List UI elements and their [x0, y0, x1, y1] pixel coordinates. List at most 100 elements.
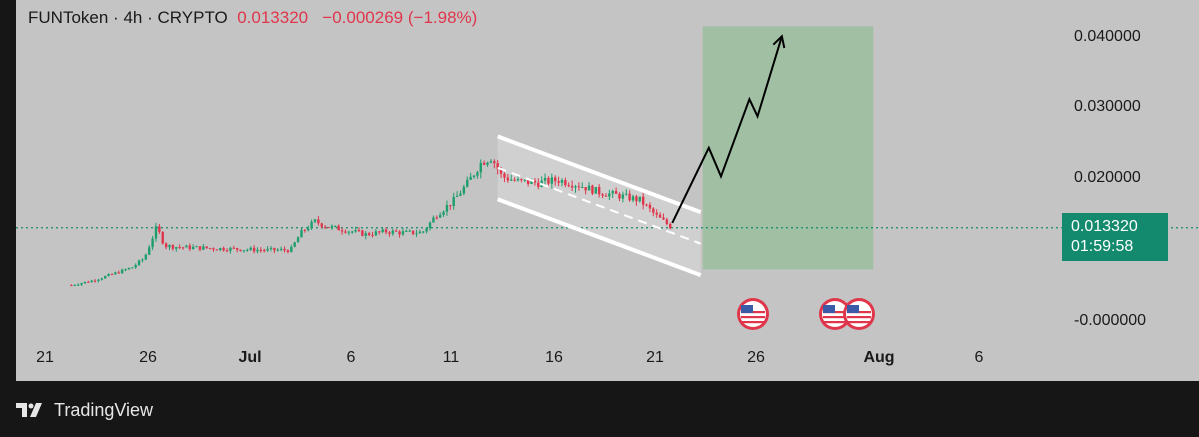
symbol-name[interactable]: FUNToken: [28, 8, 109, 27]
y-tick-label: 0.030000: [1074, 98, 1141, 115]
candle-body: [286, 250, 290, 253]
channel-upper-line: [496, 134, 702, 215]
candle-body: [114, 272, 117, 275]
interval-label[interactable]: 4h: [123, 8, 143, 27]
candle-body: [411, 230, 415, 235]
candle-body: [357, 230, 361, 232]
projection-arrowhead: [772, 34, 786, 49]
candle-body: [628, 193, 631, 201]
candle-body: [438, 214, 442, 218]
candle-body: [97, 279, 100, 281]
candle-body: [455, 195, 459, 197]
candle-body: [479, 162, 482, 173]
candle-body: [120, 269, 124, 274]
candle-body: [394, 230, 398, 232]
price-chart[interactable]: [16, 0, 1199, 381]
candle-body: [584, 187, 587, 191]
candle-body: [137, 260, 141, 265]
candle-body: [76, 284, 80, 286]
candle-body: [303, 229, 307, 231]
candle-body: [181, 247, 185, 249]
x-tick-label: 26: [747, 349, 765, 366]
candle-body: [158, 226, 161, 233]
x-tick-label: 16: [545, 349, 563, 366]
candle-body: [662, 217, 665, 220]
candle-body: [310, 221, 313, 229]
price-tag-countdown: 01:59:58: [1071, 238, 1134, 255]
symbol-header: FUNToken · 4h · CRYPTO 0.013320 −0.00026…: [28, 8, 477, 28]
x-tick-label: 6: [346, 349, 356, 366]
candle-body: [141, 259, 144, 261]
candle-body: [405, 230, 408, 232]
candle-body: [252, 247, 256, 252]
candle-body: [144, 254, 148, 260]
candle-body: [154, 226, 158, 239]
candle-body: [225, 250, 229, 252]
candle-body: [449, 205, 452, 207]
candle-body: [648, 204, 652, 209]
candle-body: [374, 231, 378, 236]
us-flag-icon[interactable]: [818, 297, 852, 331]
candle-body: [604, 195, 608, 197]
candle-body: [364, 233, 367, 236]
candle-body: [246, 249, 249, 251]
chart-panel[interactable]: FUNToken · 4h · CRYPTO 0.013320 −0.00026…: [16, 0, 1199, 381]
candle-body: [269, 247, 273, 249]
candle-body: [635, 196, 638, 202]
candle-body: [550, 177, 554, 184]
candle-body: [327, 227, 330, 229]
exchange-label: CRYPTO: [157, 8, 228, 27]
candle-body: [587, 185, 591, 191]
header-separator: ·: [113, 8, 119, 27]
candle-body: [658, 214, 662, 218]
candle-body: [344, 231, 347, 233]
candle-body: [351, 231, 354, 233]
candle-body: [317, 219, 320, 224]
candle-body: [330, 226, 334, 228]
candle-body: [466, 179, 469, 187]
candle-body: [313, 219, 317, 222]
candle-body: [131, 267, 134, 269]
channel-mid-line: [497, 166, 702, 245]
candle-body: [432, 217, 435, 223]
candle-body: [655, 212, 658, 215]
candle-body: [80, 283, 83, 285]
candle-body: [100, 278, 104, 280]
candle-body: [235, 248, 239, 250]
candle-body: [283, 248, 286, 251]
candle-body: [570, 185, 574, 188]
candle-body: [516, 179, 520, 181]
candle-body: [513, 179, 516, 181]
candle-body: [601, 194, 604, 196]
candle-body: [472, 175, 476, 177]
candle-body: [290, 246, 293, 253]
candle-body: [337, 225, 340, 231]
candle-body: [591, 185, 594, 194]
candle-body: [554, 177, 557, 182]
candle-body: [161, 232, 164, 244]
us-flag-icon[interactable]: [736, 297, 770, 331]
candle-body: [618, 193, 621, 199]
footer-brand[interactable]: TradingView: [16, 398, 153, 422]
candle-body: [83, 281, 87, 284]
price-change: −0.000269: [322, 8, 404, 27]
candle-body: [652, 208, 655, 213]
candle-body: [547, 177, 550, 184]
candle-body: [422, 231, 425, 233]
x-tick-label: 21: [646, 349, 664, 366]
candle-body: [334, 225, 337, 227]
brand-name: TradingView: [54, 399, 154, 420]
candle-body: [564, 180, 567, 186]
candle-body: [597, 187, 601, 195]
us-flag-icon[interactable]: [842, 297, 876, 331]
x-tick-label: Aug: [863, 349, 895, 366]
candle-body: [110, 274, 114, 276]
candle-body: [208, 248, 212, 250]
candle-body: [164, 243, 168, 248]
candle-body: [537, 182, 540, 187]
candle-body: [482, 162, 486, 165]
current-price-tag: 0.013320 01:59:58: [1062, 213, 1168, 261]
channel-lower-line: [496, 197, 702, 277]
candle-body: [70, 285, 73, 287]
y-tick-label: 0.020000: [1074, 169, 1141, 186]
